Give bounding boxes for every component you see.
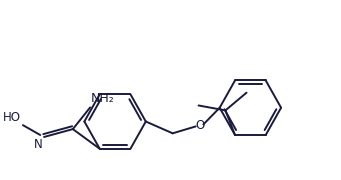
Text: N: N — [34, 138, 43, 151]
Text: NH₂: NH₂ — [91, 93, 115, 105]
Text: HO: HO — [3, 111, 21, 124]
Text: O: O — [195, 119, 204, 132]
